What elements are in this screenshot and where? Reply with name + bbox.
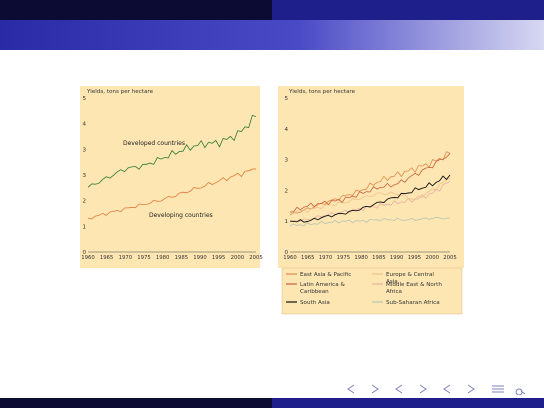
x-tick-label: 2005 [249,255,262,261]
legend-label: East Asia & Pacific [300,272,351,278]
align-icon[interactable] [492,385,504,393]
chart-2-legend: East Asia & Pacific Europe & Central Asia L… [281,267,463,315]
x-tick-label: 1970 [119,255,133,261]
y-tick-label: 2 [82,199,86,205]
y-tick-label: 2 [284,188,288,194]
y-tick-label: 0 [82,250,86,256]
x-tick-label: 2005 [443,255,456,261]
legend-label: Europe & Central Asia [386,272,434,285]
y-tick-label: 4 [284,127,288,133]
x-tick-label: 1965 [301,255,314,261]
chart-panel [278,86,464,268]
y-tick-label: 3 [82,173,86,179]
y-tick-label: 3 [284,158,288,164]
x-tick-label: 1995 [212,255,225,261]
y-axis-title: Yields, tons per hectare [86,89,154,95]
section-back-icon[interactable] [443,384,451,394]
south-asia-line [289,174,451,223]
y-tick-label: 4 [82,122,86,128]
header-bar-left [0,0,272,20]
x-tick-label: 2000 [231,255,245,261]
legend-label: Middle East & North Africa [386,282,442,295]
y-tick-label: 5 [284,96,288,102]
chart-1: Yields, tons per hectare 0 1 2 3 3 4 5 1960 1965 1… [80,86,263,268]
footer-bar [0,398,544,408]
sub-saharan-africa-line [289,216,450,227]
x-tick-label: 1990 [390,255,404,261]
x-tick-label: 2000 [425,255,439,261]
y-axis-title: Yields, tons per hectare [288,89,356,95]
x-tick-label: 1970 [319,255,333,261]
y-tick-label: 0 [284,250,288,256]
legend-label: South Asia [300,300,330,306]
legend-label: Sub-Saharan Africa [386,300,440,306]
footer-bar-left [0,398,272,408]
section-forward-icon[interactable] [467,384,475,394]
navigation-symbols [347,384,526,396]
subsection-back-icon[interactable] [395,384,403,394]
subsection-forward-icon[interactable] [419,384,427,394]
legend-label: Latin America & Caribbean [300,282,345,295]
x-tick-label: 1990 [193,255,207,261]
x-tick-label: 1960 [81,255,95,261]
x-tick-label: 1985 [175,255,188,261]
x-tick-label: 1980 [354,255,368,261]
latin-america-caribbean-line [289,153,451,213]
y-tick-label: 3 [82,147,86,153]
search-icon[interactable] [515,388,526,396]
developing-line [87,168,257,220]
x-tick-label: 1980 [156,255,170,261]
east-asia-pacific-line [289,151,451,216]
footer-bar-right [272,398,544,408]
beamer-navigation [344,380,540,396]
frame-forward-icon[interactable] [371,384,379,394]
frame-title-bar [0,20,544,50]
y-tick-label: 5 [82,96,86,102]
x-tick-label: 1995 [408,255,421,261]
x-tick-label: 1985 [372,255,385,261]
x-tick-label: 1965 [100,255,113,261]
header-bar [0,0,544,20]
developing-annotation: Developing countries [149,212,213,219]
y-tick-label: 1 [284,219,288,225]
developed-line [87,115,257,188]
legend-box [281,267,463,315]
x-tick-label: 1975 [337,255,350,261]
x-tick-label: 1960 [283,255,297,261]
developed-annotation: Developed countries [123,140,185,147]
frame-back-icon[interactable] [347,384,355,394]
y-tick-label: 1 [82,224,86,230]
chart-2: Yields, tons per hectare 0 1 2 3 4 5 1960 1965 19… [278,86,464,268]
x-tick-label: 1975 [137,255,150,261]
header-bar-right [272,0,544,20]
